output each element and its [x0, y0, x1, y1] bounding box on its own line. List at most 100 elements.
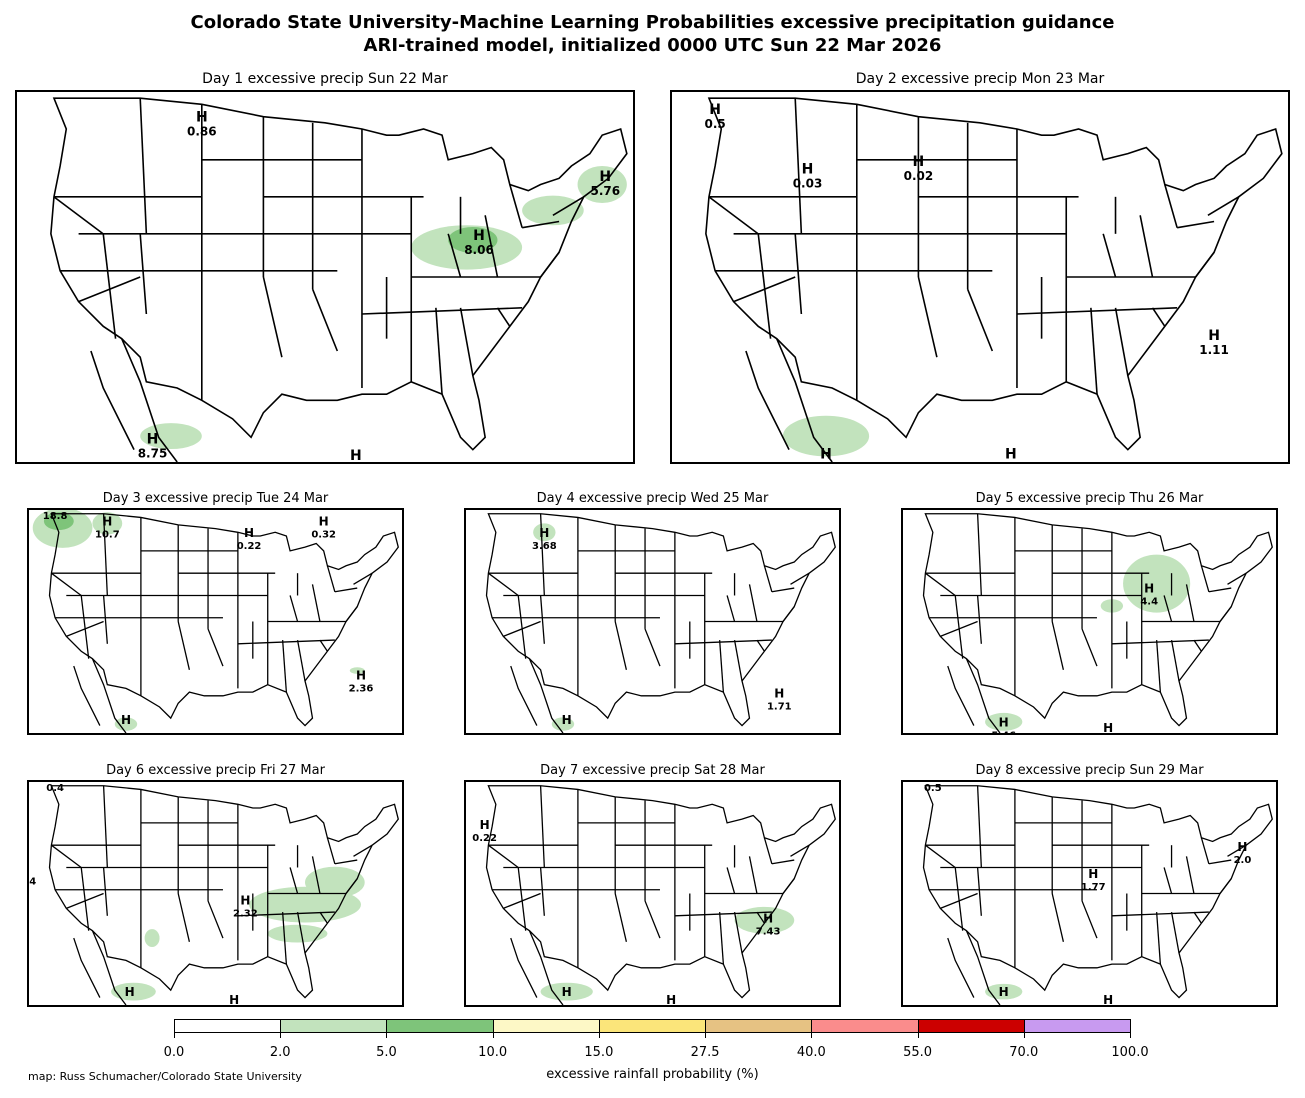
state-boundary: [1164, 867, 1171, 893]
state-boundary: [1208, 197, 1239, 216]
figure-title-line1: Colorado State University-Machine Learni…: [190, 12, 1115, 33]
state-boundary: [1091, 308, 1097, 394]
high-value-label: 0.86: [187, 125, 217, 139]
high-value-label: 0.32: [311, 530, 336, 541]
state-boundary: [298, 640, 305, 681]
high-value-label: 2.32: [233, 909, 258, 920]
high-marker: H: [1103, 993, 1113, 1005]
conus-coastline: [50, 786, 399, 998]
high-value-label: 3.68: [532, 541, 557, 552]
state-boundary: [795, 98, 801, 234]
precip-probability-area: [551, 717, 575, 731]
map-svg: H4.4H5.46H: [903, 510, 1276, 733]
state-boundary: [1186, 856, 1193, 893]
precip-probability-area: [533, 523, 556, 542]
us-state-boundaries: [924, 786, 1273, 1005]
state-boundary: [313, 289, 338, 351]
high-marker: H: [763, 911, 773, 925]
state-boundary: [461, 308, 473, 376]
mexico-coastline: [74, 659, 126, 733]
state-boundary: [675, 912, 772, 916]
state-boundary: [327, 838, 334, 864]
colorbar-bin-8: [1024, 1020, 1130, 1032]
state-boundary: [208, 629, 223, 666]
state-boundary: [553, 197, 584, 216]
panel-title-day7: Day 7 excessive precip Sat 28 Mar: [540, 763, 765, 778]
state-boundary: [1152, 308, 1164, 327]
high-marker: H: [709, 102, 721, 118]
colorbar-tick-label: 55.0: [903, 1045, 933, 1060]
state-boundary: [1112, 640, 1209, 644]
high-marker: H: [319, 515, 329, 529]
state-boundary: [103, 234, 115, 339]
state-boundary: [327, 566, 334, 592]
state-boundary: [727, 595, 734, 621]
precip-probability-area: [144, 929, 160, 948]
state-boundary: [1220, 879, 1231, 894]
high-value-label: 5.76: [590, 184, 620, 198]
state-boundary: [54, 197, 103, 234]
state-boundary: [320, 912, 327, 923]
high-value-label: 18.8: [43, 511, 68, 522]
state-boundary: [320, 640, 327, 651]
colorbar-bin-6: [812, 1020, 919, 1032]
state-boundary: [940, 622, 977, 637]
state-boundary: [541, 252, 559, 277]
colorbar-tick-label: 27.5: [690, 1045, 720, 1060]
precip-probability-area: [92, 512, 123, 535]
panel-title-day6: Day 6 excessive precip Fri 27 Mar: [106, 763, 325, 778]
precip-probability-area: [111, 982, 156, 1001]
state-boundary: [1052, 894, 1063, 942]
high-marker: H: [599, 169, 611, 185]
state-boundary: [66, 622, 103, 637]
state-boundary: [488, 573, 518, 595]
high-marker: H: [999, 985, 1009, 999]
state-boundary: [104, 514, 108, 596]
state-boundary: [51, 845, 81, 867]
high-marker: H: [913, 154, 925, 170]
state-boundary: [772, 588, 794, 592]
mexico-coastline: [948, 931, 1000, 1005]
high-value-label: 0.5: [704, 117, 725, 131]
high-marker: H: [999, 715, 1009, 729]
us-state-boundaries: [50, 786, 399, 1005]
state-boundary: [541, 786, 545, 868]
colorbar: [174, 1019, 1131, 1033]
state-boundary: [783, 879, 794, 894]
state-boundary: [238, 912, 335, 916]
colorbar-tick-label: 70.0: [1009, 1045, 1039, 1060]
state-boundary: [925, 573, 955, 595]
high-value-label: 0.03: [793, 176, 823, 190]
high-marker: H: [121, 713, 131, 727]
map-panel-day6: 0.4 4 H 2.32 H H: [27, 780, 404, 1007]
precip-probability-area: [267, 924, 328, 943]
state-boundary: [749, 856, 756, 893]
state-boundary: [955, 867, 962, 930]
precip-probability-area: [985, 983, 1023, 1000]
high-marker: H: [350, 448, 362, 462]
state-boundary: [955, 595, 962, 658]
state-boundary: [510, 185, 522, 228]
state-boundary: [51, 573, 81, 595]
high-value-label: 8.06: [464, 243, 494, 257]
precip-probability-area: [349, 667, 365, 674]
high-marker: H: [1208, 328, 1220, 344]
state-boundary: [764, 838, 771, 864]
colorbar-bin-0: [175, 1020, 282, 1032]
map-panel-day7: H 0.22 H 7.43 H H: [464, 780, 841, 1007]
high-value-label: 2.0: [1234, 855, 1252, 866]
state-boundary: [735, 640, 742, 681]
state-boundary: [485, 215, 497, 277]
colorbar-tick-mark: [917, 1033, 919, 1038]
colorbar-tick-label: 100.0: [1111, 1045, 1149, 1060]
state-boundary: [140, 98, 146, 234]
state-boundary: [1103, 234, 1115, 277]
state-boundary: [1209, 860, 1231, 864]
high-marker: H: [125, 985, 135, 999]
high-marker: H: [666, 993, 676, 1005]
state-boundary: [1201, 838, 1208, 864]
precip-probability-area: [782, 415, 870, 457]
high-value-label: 5.46: [991, 730, 1016, 733]
